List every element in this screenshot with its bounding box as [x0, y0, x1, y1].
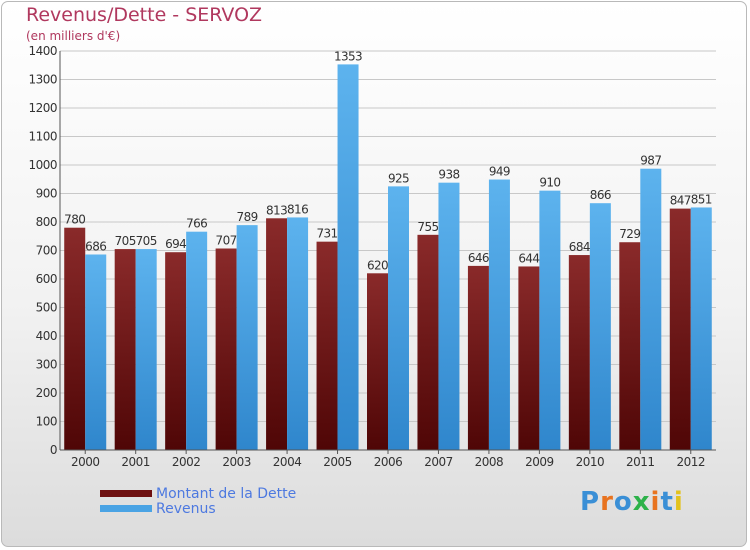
data-label-revenus: 949 [489, 165, 510, 179]
y-tick-label: 300 [36, 358, 57, 372]
data-label-dette: 780 [64, 213, 85, 227]
bar-dette [367, 273, 388, 450]
data-label-dette: 646 [468, 251, 489, 265]
x-tick-label: 2004 [273, 455, 302, 469]
data-label-revenus: 705 [136, 234, 157, 248]
legend-swatch-revenus [100, 505, 152, 512]
data-label-dette: 755 [417, 220, 438, 234]
data-label-dette: 729 [619, 227, 640, 241]
data-label-revenus: 987 [640, 154, 661, 168]
data-label-dette: 644 [518, 251, 539, 265]
x-tick-label: 2012 [676, 455, 705, 469]
data-label-revenus: 925 [388, 171, 409, 185]
y-tick-label: 1400 [28, 44, 57, 58]
x-tick-label: 2000 [71, 455, 100, 469]
data-label-dette: 694 [165, 237, 186, 251]
data-label-dette: 705 [115, 234, 136, 248]
y-tick-label: 500 [36, 301, 57, 315]
chart-subtitle: (en milliers d'€) [26, 29, 121, 43]
bar-revenus [640, 168, 662, 450]
bar-revenus [690, 207, 712, 450]
x-tick-label: 2001 [121, 455, 150, 469]
x-tick-label: 2011 [626, 455, 655, 469]
data-label-dette: 684 [569, 240, 590, 254]
bar-revenus [186, 231, 208, 450]
y-tick-label: 1200 [28, 101, 57, 115]
bar-revenus [388, 186, 409, 450]
bar-revenus [488, 179, 510, 450]
y-tick-label: 1100 [28, 130, 57, 144]
bar-revenus [236, 225, 258, 450]
data-label-dette: 620 [367, 258, 388, 272]
bar-revenus [287, 217, 309, 450]
x-tick-label: 2005 [323, 455, 352, 469]
bar-dette [669, 208, 691, 450]
y-tick-label: 700 [36, 244, 57, 258]
bar-revenus [438, 182, 460, 451]
bar-revenus [539, 190, 561, 450]
x-tick-label: 2007 [424, 455, 453, 469]
x-tick-label: 2003 [222, 455, 251, 469]
y-tick-label: 1300 [28, 73, 57, 87]
data-label-revenus: 766 [186, 217, 207, 231]
y-tick-label: 1000 [28, 158, 57, 172]
data-label-revenus: 851 [691, 192, 712, 206]
bar-dette [518, 266, 540, 450]
bar-revenus [85, 254, 107, 450]
y-tick-label: 900 [36, 187, 57, 201]
legend-item-dette: Montant de la Dette [100, 485, 297, 502]
bar-revenus [135, 249, 157, 450]
legend-item-revenus: Revenus [100, 500, 296, 517]
data-label-revenus: 1353 [334, 49, 362, 63]
bar-dette [266, 218, 288, 450]
legend-label-dette: Montant de la Dette [156, 485, 297, 502]
bar-dette [467, 265, 489, 450]
data-label-dette: 847 [670, 194, 691, 208]
bar-dette [619, 242, 641, 450]
proxiti-logo: Proxiti [580, 487, 684, 517]
legend-label-revenus: Revenus [156, 500, 216, 517]
x-tick-label: 2008 [475, 455, 504, 469]
bar-dette [64, 227, 86, 450]
data-label-dette: 707 [216, 234, 237, 248]
data-label-revenus: 816 [287, 202, 308, 216]
y-tick-label: 200 [36, 386, 57, 400]
data-label-revenus: 866 [590, 188, 611, 202]
legend-swatch-dette [100, 490, 152, 497]
data-label-revenus: 910 [539, 176, 560, 190]
y-tick-label: 100 [36, 415, 57, 429]
bar-revenus [337, 64, 359, 451]
bar-dette [165, 252, 187, 450]
data-label-revenus: 938 [438, 168, 459, 182]
bar-dette [568, 255, 590, 450]
data-label-dette: 813 [266, 203, 287, 217]
y-tick-label: 0 [50, 443, 57, 457]
y-tick-label: 600 [36, 272, 57, 286]
x-tick-label: 2002 [172, 455, 201, 469]
x-tick-label: 2010 [576, 455, 605, 469]
x-tick-label: 2006 [374, 455, 403, 469]
data-label-revenus: 686 [85, 239, 106, 253]
bar-dette [417, 234, 439, 450]
data-label-revenus: 789 [237, 210, 258, 224]
legend: Montant de la Dette Revenus [100, 485, 297, 517]
bar-dette [114, 249, 136, 450]
data-label-dette: 731 [316, 227, 337, 241]
y-tick-label: 400 [36, 329, 57, 343]
bar-dette [316, 241, 338, 450]
x-tick-label: 2009 [525, 455, 554, 469]
bar-dette [215, 248, 237, 450]
bar-revenus [589, 203, 611, 450]
y-tick-label: 800 [36, 215, 57, 229]
chart-title: Revenus/Dette - SERVOZ [26, 4, 263, 26]
